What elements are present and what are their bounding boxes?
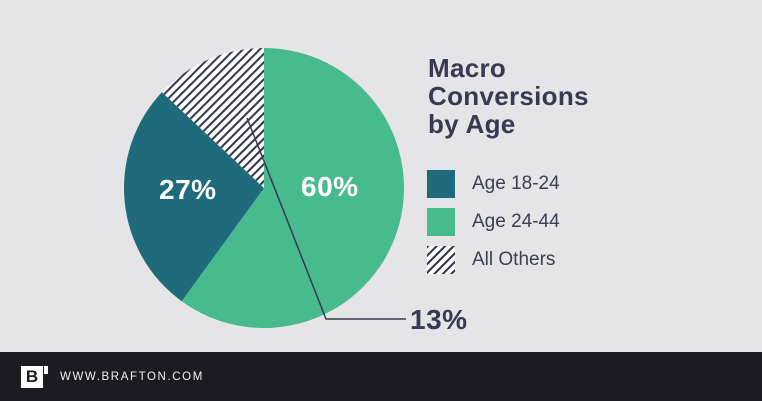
brafton-logo-notch	[44, 365, 48, 374]
legend-label-age-24-44: Age 24-44	[472, 211, 560, 232]
legend-swatch-hatch-icon	[427, 246, 455, 274]
slice-value-label-teal: 27%	[159, 174, 217, 205]
footer-bar: B WWW.BRAFTON.COM	[0, 352, 762, 401]
slice-value-label-green: 60%	[301, 171, 359, 202]
legend: Age 18-24 Age 24-44 All Others	[427, 170, 560, 274]
legend-item-age-18-24: Age 18-24	[427, 170, 560, 198]
brafton-logo-letter: B	[25, 367, 39, 386]
pie-slice-age-18-24	[124, 92, 264, 302]
legend-item-all-others: All Others	[427, 246, 560, 274]
legend-item-age-24-44: Age 24-44	[427, 208, 560, 236]
slice-value-label-others: 13%	[410, 304, 468, 335]
pie-slice-all-others	[161, 48, 264, 188]
footer-url: WWW.BRAFTON.COM	[60, 370, 204, 383]
chart-title: Macro Conversions by Age	[428, 53, 589, 139]
legend-label-age-18-24: Age 18-24	[472, 173, 560, 194]
legend-swatch-green-icon	[427, 208, 455, 236]
legend-swatch-teal-icon	[427, 170, 455, 198]
legend-label-all-others: All Others	[472, 249, 556, 270]
brafton-logo: B	[21, 365, 48, 388]
